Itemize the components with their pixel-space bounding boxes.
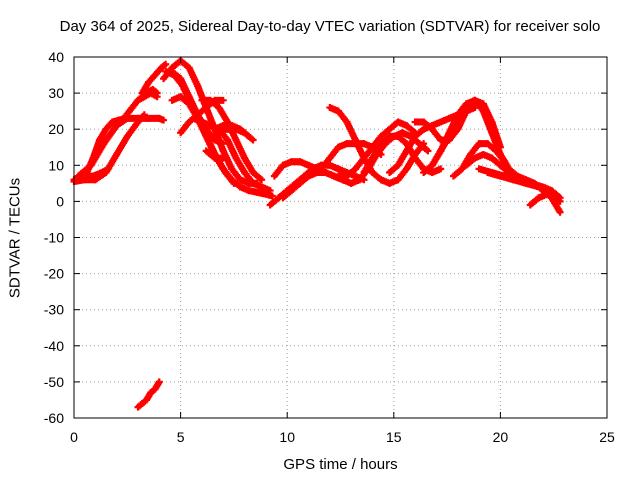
x-tick-label: 10 (279, 429, 295, 445)
y-tick-label: -30 (44, 302, 64, 318)
data-point-plus (104, 165, 112, 173)
data-point-plus (155, 378, 163, 386)
y-tick-label: 40 (48, 49, 64, 65)
data-point-plus (219, 140, 227, 148)
series-track-15 (211, 122, 253, 140)
y-tick-label: 30 (48, 85, 64, 101)
x-tick-label: 0 (70, 429, 78, 445)
x-tick-label: 15 (386, 429, 402, 445)
series-track-22 (317, 140, 385, 173)
series-track-4 (74, 165, 112, 184)
data-point-plus (556, 208, 564, 216)
series-track-6 (134, 89, 161, 104)
y-axis-label: SDTVAR / TECUs (6, 177, 24, 299)
series-track-7 (138, 60, 170, 97)
data-point-plus (424, 147, 432, 155)
data-point-plus (162, 60, 170, 68)
series-track-29 (428, 104, 479, 169)
series-track-30 (449, 140, 509, 180)
x-axis-label: GPS time / hours (283, 456, 398, 473)
y-tick-label: 0 (56, 193, 64, 209)
grid-lines (74, 57, 607, 418)
data-point-plus (245, 132, 253, 140)
y-tick-label: -10 (44, 230, 64, 246)
data-point-plus (266, 187, 274, 195)
y-tick-label: -40 (44, 338, 64, 354)
data-series-layer (70, 57, 564, 411)
data-point-plus (501, 158, 509, 166)
series-track-17 (202, 147, 227, 162)
data-point-plus (153, 93, 161, 101)
data-point-plus (160, 116, 168, 124)
y-tick-label: -60 (44, 410, 64, 426)
y-tick-label: 20 (48, 121, 64, 137)
data-point-plus (268, 192, 276, 200)
x-tick-label: 20 (493, 429, 509, 445)
data-point-plus (471, 104, 479, 112)
series-track-3 (74, 114, 168, 180)
y-tick-label: 10 (48, 157, 64, 173)
y-tick-label: -20 (44, 266, 64, 282)
series-track-16 (215, 125, 274, 195)
y-tick-label: -50 (44, 374, 64, 390)
data-point-plus (556, 197, 564, 205)
x-tick-label: 5 (177, 429, 185, 445)
data-point-plus (437, 165, 445, 173)
axis-ticks: 0 5 10 15 20 25 -60 -50 -40 -30 -20 -10 0 10 20 30 40 (44, 49, 615, 445)
data-point-plus (249, 136, 257, 144)
x-tick-label: 25 (599, 429, 615, 445)
series-track-35 (134, 378, 163, 411)
chart-title: Day 364 of 2025, Sidereal Day-to-day VTE… (59, 18, 601, 35)
series-track-31 (462, 150, 564, 216)
data-point-plus (258, 176, 266, 184)
data-point-plus (219, 96, 227, 104)
series-track-34 (526, 190, 564, 209)
data-point-plus (219, 154, 227, 162)
series-track-23 (334, 118, 419, 180)
